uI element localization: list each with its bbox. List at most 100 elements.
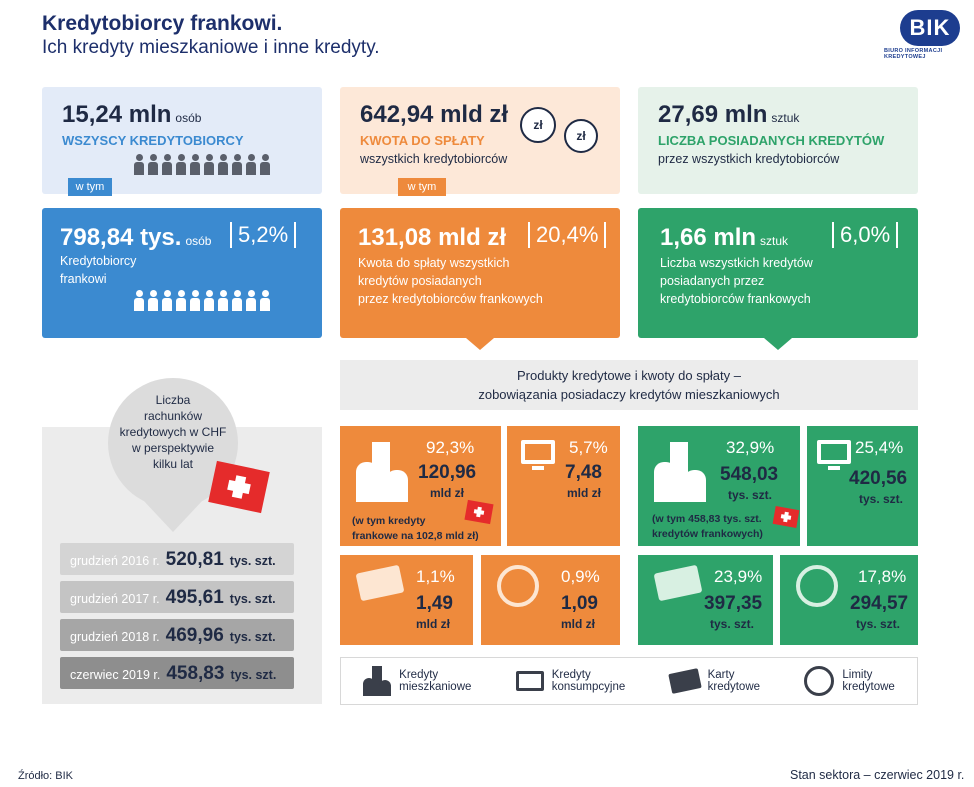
- tile-value: 7,48: [565, 462, 602, 483]
- bik-logo: BIK: [900, 10, 960, 46]
- legend-label: Karty: [707, 669, 735, 681]
- legend-label: Kredyty: [399, 669, 439, 681]
- legend-label: Limity: [842, 669, 873, 681]
- person-icon: [176, 290, 186, 311]
- in-tym-tag-orange: w tym: [398, 178, 446, 196]
- bubble-line: rachunków: [143, 409, 203, 423]
- legend: Kredyty mieszkaniowe Kredyty konsumpcyjne …: [340, 657, 918, 705]
- history-unit: tys. szt.: [230, 668, 277, 682]
- chf-credits-pct: 6,0%: [832, 222, 899, 248]
- card-icon: [667, 668, 702, 694]
- chf-credits-value: 1,66 mln: [660, 224, 757, 251]
- tile-value: 120,96: [418, 462, 477, 483]
- history-unit: tys. szt.: [229, 592, 276, 606]
- tile-unit: tys. szt.: [728, 488, 773, 502]
- legend-label: kredytowe: [707, 681, 761, 693]
- chf-amount-label1: Kwota do spłaty wszystkich: [358, 256, 510, 270]
- credits-sub: przez wszystkich kredytobiorców: [658, 152, 840, 166]
- products-header-line2: zobowiązania posiadaczy kredytów mieszka…: [478, 387, 780, 402]
- orange-limits-tile: 0,9% 1,09 mld zł: [481, 555, 620, 645]
- bubble-line: Liczba: [155, 393, 191, 407]
- legend-label: Kredyty: [551, 669, 591, 681]
- legend-label: konsumpcyjne: [551, 681, 626, 693]
- amount-value: 642,94 mld zł: [360, 101, 509, 128]
- person-icon: [134, 154, 144, 175]
- footer-status: Stan sektora – czerwiec 2019 r.: [790, 768, 965, 782]
- all-borrowers-panel: 15,24 mln osób WSZYSCY KREDYTOBIORCY: [42, 87, 322, 194]
- all-borrowers-value: 15,24 mln: [62, 101, 172, 128]
- chf-amount-label3: przez kredytobiorców frankowych: [358, 292, 543, 306]
- person-icon: [190, 154, 200, 175]
- page-subtitle: Ich kredyty mieszkaniowe i inne kredyty.: [42, 37, 380, 58]
- amount-panel: 642,94 mld zł KWOTA DO SPŁATY wszystkich…: [340, 87, 620, 194]
- history-unit: tys. szt.: [229, 630, 276, 644]
- person-icon: [162, 154, 172, 175]
- limit-icon: [497, 565, 539, 607]
- tile-unit: tys. szt.: [710, 617, 755, 631]
- orange-cards-tile: 1,1% 1,49 mld zł: [340, 555, 473, 645]
- tile-pct: 1,1%: [416, 567, 455, 586]
- credits-value: 27,69 mln: [658, 101, 768, 128]
- history-value: 458,83: [166, 663, 225, 684]
- tile-pct: 92,3%: [426, 438, 475, 457]
- all-borrowers-unit: osób: [175, 111, 202, 125]
- bubble-line: kredytowych w CHF: [119, 425, 227, 439]
- tile-value: 548,03: [720, 464, 779, 485]
- tile-value: 294,57: [850, 593, 909, 614]
- coin-label: zł: [576, 129, 586, 143]
- legend-label: kredytowe: [842, 681, 895, 693]
- chf-borrowers-pct: 5,2%: [230, 222, 297, 248]
- in-tym-tag-blue: w tym: [68, 178, 112, 196]
- all-borrowers-label: WSZYSCY KREDYTOBIORCY: [62, 133, 244, 148]
- history-value: 495,61: [165, 587, 224, 608]
- page-title: Kredytobiorcy frankowi.: [42, 12, 283, 35]
- card-icon: [355, 564, 405, 602]
- green-mortgage-tile: 32,9% 548,03 tys. szt. (w tym 458,83 tys…: [638, 426, 800, 546]
- tile-value: 1,09: [561, 593, 598, 614]
- monitor-icon: [817, 440, 851, 464]
- chf-borrowers-label1: Kredytobiorcy: [60, 254, 137, 268]
- legend-item-cards: Karty kredytowe: [667, 668, 761, 694]
- tile-pct: 17,8%: [858, 567, 907, 586]
- tile-unit: mld zł: [561, 617, 596, 631]
- coin-label: zł: [533, 118, 543, 132]
- bubble-text: Liczba rachunków kredytowych w CHF w per…: [108, 392, 238, 472]
- person-icon: [134, 290, 144, 311]
- history-label: czerwiec 2019 r.: [70, 668, 161, 682]
- bubble-line: w perspektywie: [131, 441, 215, 455]
- swiss-flag-icon: [464, 499, 494, 525]
- tile-note: kredytów frankowych): [652, 528, 763, 540]
- tile-pct: 25,4%: [855, 438, 904, 457]
- history-value: 520,81: [165, 549, 224, 570]
- credits-unit: sztuk: [771, 111, 800, 125]
- amount-label: KWOTA DO SPŁATY: [360, 133, 485, 148]
- monitor-icon: [521, 440, 555, 464]
- legend-item-limits: Limity kredytowe: [804, 666, 895, 696]
- person-icon: [176, 154, 186, 175]
- coin-icon: zł: [564, 119, 598, 153]
- card-icon: [653, 564, 703, 602]
- legend-label: mieszkaniowe: [399, 681, 472, 693]
- person-icon: [148, 290, 158, 311]
- orange-consumer-tile: 5,7% 7,48 mld zł: [507, 426, 620, 546]
- tile-unit: tys. szt.: [856, 617, 901, 631]
- history-row-2019: czerwiec 2019 r. 458,83 tys. szt.: [60, 657, 294, 689]
- tile-unit: tys. szt.: [859, 492, 904, 506]
- bubble-pin-tip: [143, 500, 203, 532]
- tile-pct: 23,9%: [714, 567, 763, 586]
- tile-value: 420,56: [849, 468, 908, 489]
- footer-source: Źródło: BIK: [18, 770, 74, 782]
- products-header: Produkty kredytowe i kwoty do spłaty – z…: [340, 360, 918, 410]
- history-unit: tys. szt.: [229, 554, 276, 568]
- person-icon: [218, 154, 228, 175]
- building-icon: [363, 666, 392, 696]
- products-header-line1: Produkty kredytowe i kwoty do spłaty –: [517, 368, 741, 383]
- limit-icon: [796, 565, 838, 607]
- chf-credits-label2: posiadanych przez: [660, 274, 765, 288]
- history-label: grudzień 2016 r.: [70, 554, 160, 568]
- history-row-2016: grudzień 2016 r. 520,81 tys. szt.: [60, 543, 294, 575]
- person-icon: [232, 154, 242, 175]
- legend-item-mortgage: Kredyty mieszkaniowe: [363, 666, 471, 696]
- tile-pct: 32,9%: [726, 438, 775, 457]
- history-value: 469,96: [165, 625, 224, 646]
